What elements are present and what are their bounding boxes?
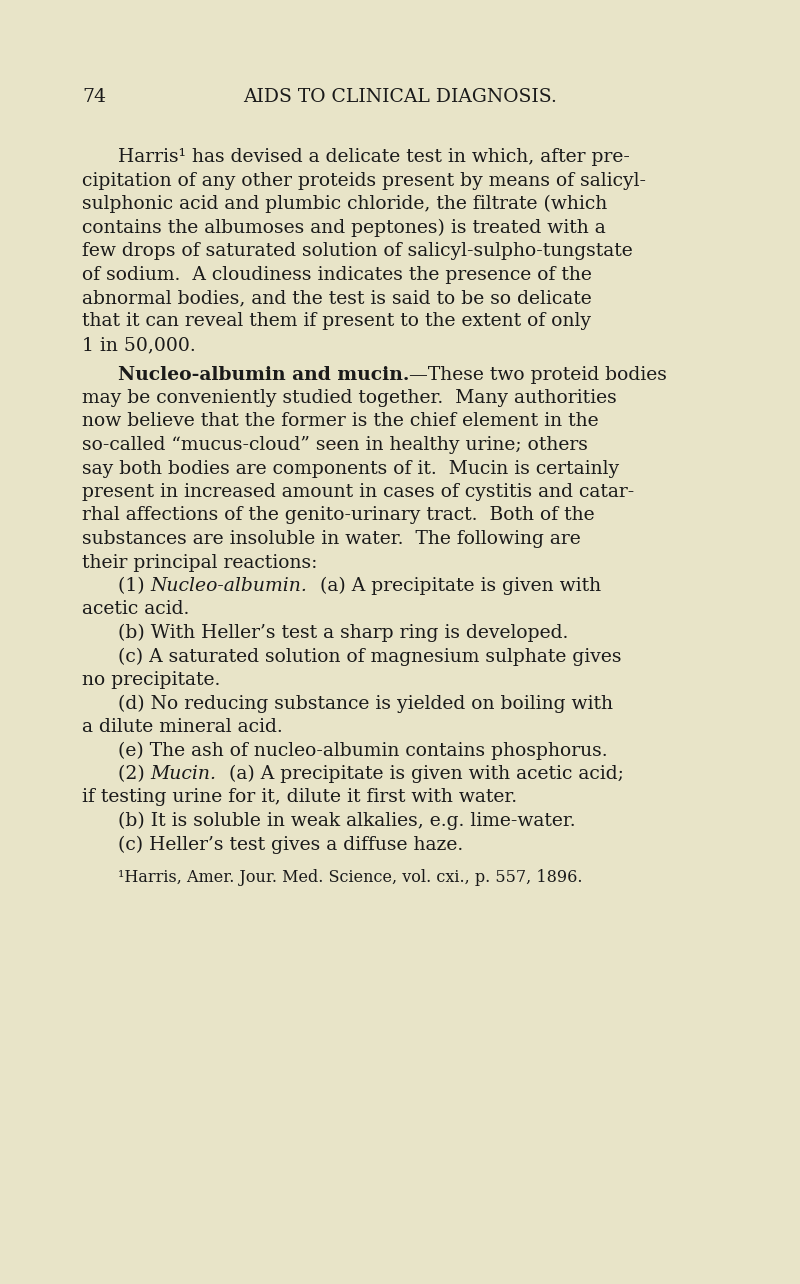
- Text: few drops of saturated solution of salicyl-sulpho-tungstate: few drops of saturated solution of salic…: [82, 241, 633, 259]
- Text: (b) It is soluble in weak alkalies, e.g. lime-water.: (b) It is soluble in weak alkalies, e.g.…: [118, 811, 576, 831]
- Text: if testing urine for it, dilute it first with water.: if testing urine for it, dilute it first…: [82, 788, 517, 806]
- Text: abnormal bodies, and the test is said to be so delicate: abnormal bodies, and the test is said to…: [82, 289, 592, 307]
- Text: (c) Heller’s test gives a diffuse haze.: (c) Heller’s test gives a diffuse haze.: [118, 836, 463, 854]
- Text: 74: 74: [82, 89, 106, 107]
- Text: no precipitate.: no precipitate.: [82, 672, 220, 690]
- Text: Nucleo-albumin and mucin.: Nucleo-albumin and mucin.: [118, 366, 410, 384]
- Text: a dilute mineral acid.: a dilute mineral acid.: [82, 718, 282, 736]
- Text: —These two proteid bodies: —These two proteid bodies: [410, 366, 667, 384]
- Text: may be conveniently studied together.  Many authorities: may be conveniently studied together. Ma…: [82, 389, 617, 407]
- Text: (a) A precipitate is given with: (a) A precipitate is given with: [307, 577, 601, 596]
- Text: ¹Harris, Amer. Jour. Med. Science, vol. cxi., p. 557, 1896.: ¹Harris, Amer. Jour. Med. Science, vol. …: [118, 869, 582, 886]
- Text: (b) With Heller’s test a sharp ring is developed.: (b) With Heller’s test a sharp ring is d…: [118, 624, 568, 642]
- Text: cipitation of any other proteids present by means of salicyl-: cipitation of any other proteids present…: [82, 172, 646, 190]
- Text: (2): (2): [118, 765, 150, 783]
- Text: of sodium.  A cloudiness indicates the presence of the: of sodium. A cloudiness indicates the pr…: [82, 266, 592, 284]
- Text: so-called “mucus-cloud” seen in healthy urine; others: so-called “mucus-cloud” seen in healthy …: [82, 437, 588, 455]
- Text: 1 in 50,000.: 1 in 50,000.: [82, 336, 196, 354]
- Text: contains the albumoses and peptones) is treated with a: contains the albumoses and peptones) is …: [82, 218, 606, 236]
- Text: (1): (1): [118, 577, 150, 594]
- Text: (e) The ash of nucleo-albumin contains phosphorus.: (e) The ash of nucleo-albumin contains p…: [118, 741, 608, 760]
- Text: acetic acid.: acetic acid.: [82, 601, 190, 619]
- Text: Harris¹ has devised a delicate test in which, after pre-: Harris¹ has devised a delicate test in w…: [118, 148, 630, 166]
- Text: rhal affections of the genito-urinary tract.  Both of the: rhal affections of the genito-urinary tr…: [82, 506, 594, 524]
- Text: (a) A precipitate is given with acetic acid;: (a) A precipitate is given with acetic a…: [217, 765, 624, 783]
- Text: substances are insoluble in water.  The following are: substances are insoluble in water. The f…: [82, 530, 581, 548]
- Text: their principal reactions:: their principal reactions:: [82, 553, 318, 571]
- Text: (d) No reducing substance is yielded on boiling with: (d) No reducing substance is yielded on …: [118, 695, 613, 713]
- Text: that it can reveal them if present to the extent of only: that it can reveal them if present to th…: [82, 312, 591, 330]
- Text: Mucin.: Mucin.: [150, 765, 217, 783]
- Text: sulphonic acid and plumbic chloride, the filtrate (which: sulphonic acid and plumbic chloride, the…: [82, 195, 607, 213]
- Text: say both bodies are components of it.  Mucin is certainly: say both bodies are components of it. Mu…: [82, 460, 619, 478]
- Text: AIDS TO CLINICAL DIAGNOSIS.: AIDS TO CLINICAL DIAGNOSIS.: [243, 89, 557, 107]
- Text: present in increased amount in cases of cystitis and catar-: present in increased amount in cases of …: [82, 483, 634, 501]
- Text: now believe that the former is the chief element in the: now believe that the former is the chief…: [82, 412, 598, 430]
- Text: (c) A saturated solution of magnesium sulphate gives: (c) A saturated solution of magnesium su…: [118, 647, 622, 665]
- Text: Nucleo-albumin.: Nucleo-albumin.: [150, 577, 307, 594]
